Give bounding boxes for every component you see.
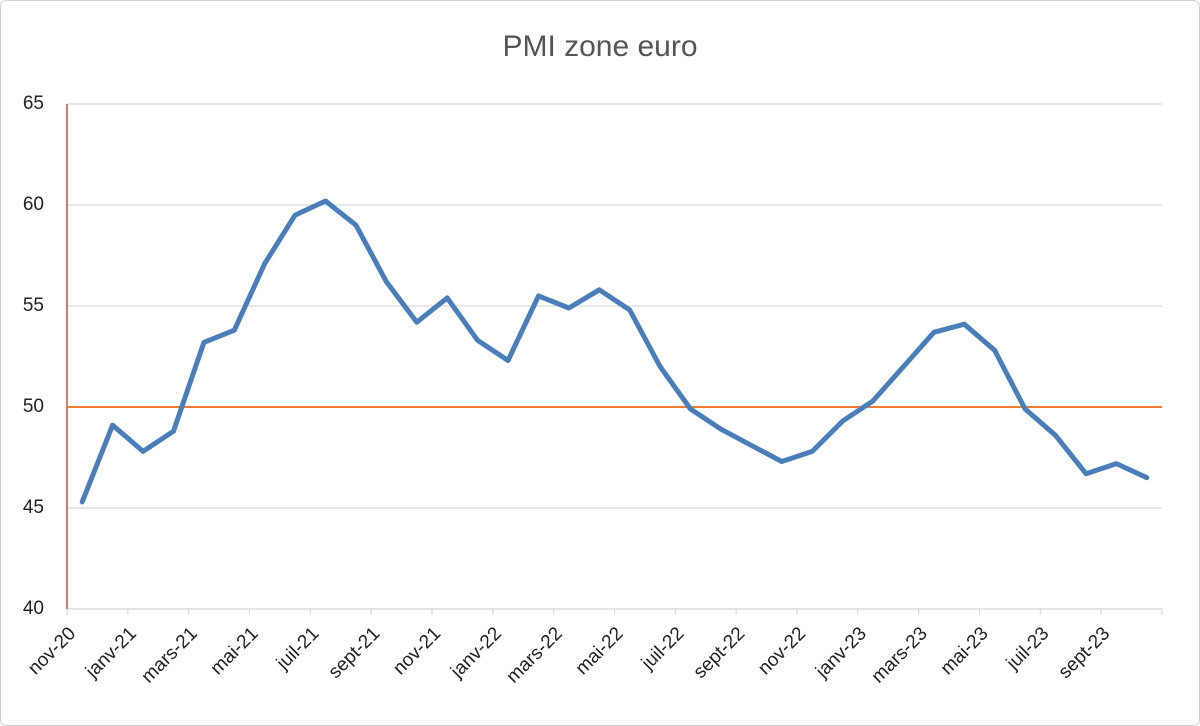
y-tick-label: 60 [23,194,44,215]
y-tick-label: 40 [23,598,44,619]
y-tick-label: 50 [23,396,44,417]
y-tick-label: 65 [23,93,44,114]
y-tick-label: 55 [23,295,44,316]
y-tick-label: 45 [23,497,44,518]
chart-title: PMI zone euro [502,30,697,63]
data-line [79,198,1150,505]
